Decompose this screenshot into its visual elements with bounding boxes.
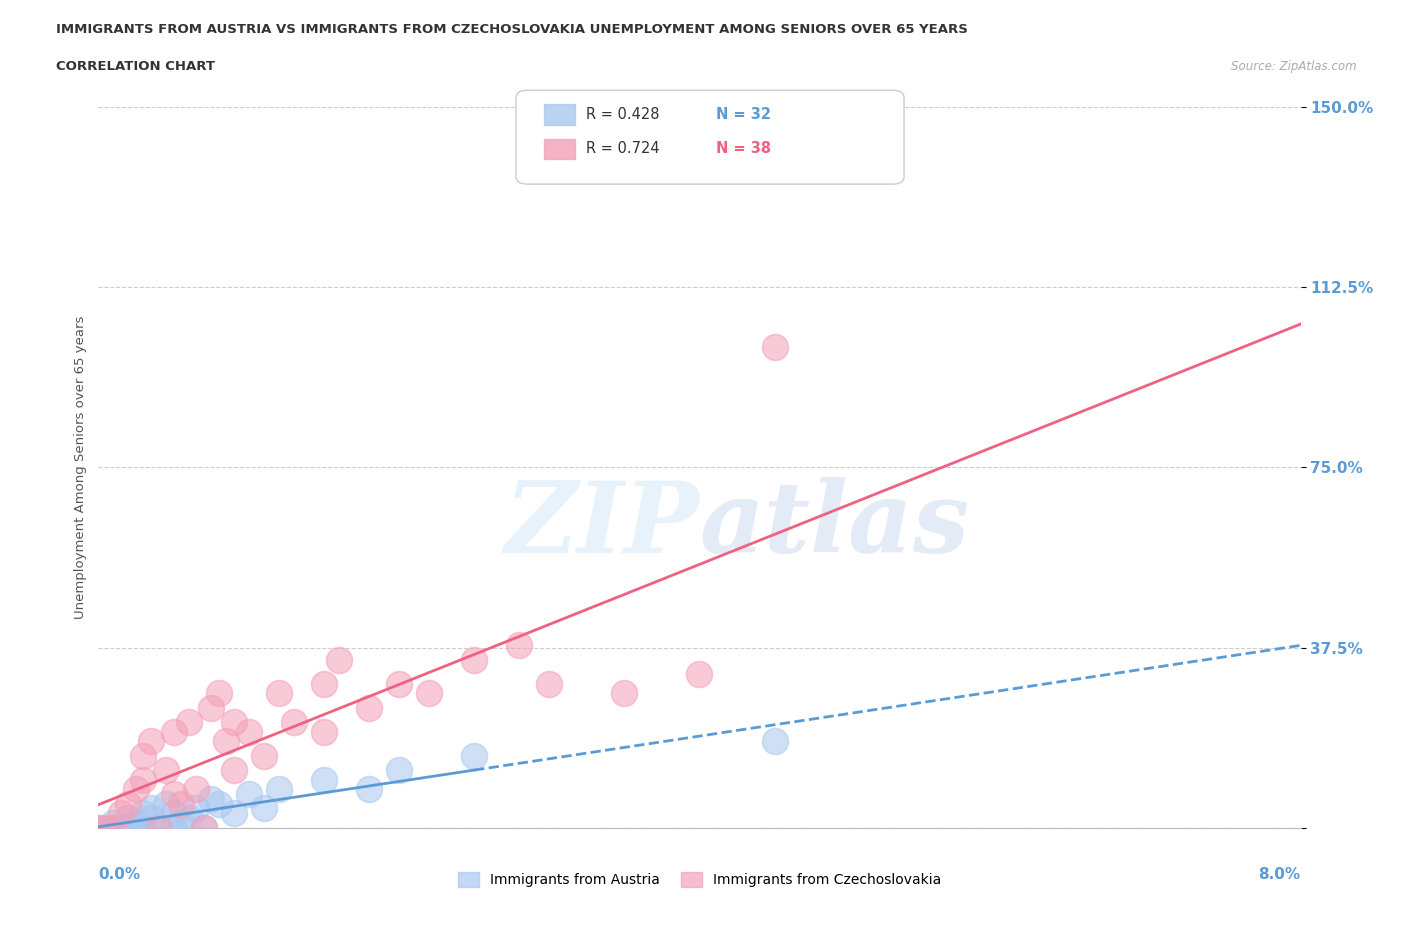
Point: [238, 724, 260, 739]
Point: [87, 820, 110, 835]
Point: [170, 816, 193, 830]
Point: [388, 763, 411, 777]
Point: [125, 820, 148, 835]
Point: [763, 339, 786, 354]
Point: [155, 763, 177, 777]
Text: CORRELATION CHART: CORRELATION CHART: [56, 60, 215, 73]
Point: [148, 820, 170, 835]
Point: [117, 796, 139, 811]
Point: [208, 796, 231, 811]
Point: [418, 685, 440, 700]
Point: [103, 816, 125, 830]
Point: [267, 782, 290, 797]
Point: [222, 763, 245, 777]
Point: [200, 700, 222, 715]
Point: [117, 811, 139, 826]
Point: [177, 811, 200, 826]
Point: [267, 685, 290, 700]
Point: [170, 796, 193, 811]
Text: R = 0.724: R = 0.724: [586, 141, 659, 156]
Point: [208, 685, 231, 700]
Text: atlas: atlas: [699, 477, 970, 573]
Text: 8.0%: 8.0%: [1258, 868, 1301, 883]
Point: [177, 714, 200, 729]
Point: [87, 820, 110, 835]
Text: N = 32: N = 32: [716, 107, 770, 122]
Point: [200, 791, 222, 806]
Legend: Immigrants from Austria, Immigrants from Czechoslovakia: Immigrants from Austria, Immigrants from…: [453, 867, 946, 893]
Point: [312, 724, 335, 739]
Point: [613, 685, 636, 700]
Point: [132, 820, 155, 835]
Point: [162, 787, 184, 802]
Text: N = 38: N = 38: [716, 141, 770, 156]
Point: [132, 772, 155, 787]
Point: [125, 816, 148, 830]
Text: ZIP: ZIP: [505, 477, 699, 573]
Point: [253, 748, 276, 763]
Point: [312, 676, 335, 691]
Point: [463, 652, 485, 667]
Point: [103, 820, 125, 835]
Point: [132, 805, 155, 821]
Point: [538, 676, 561, 691]
Point: [215, 734, 238, 749]
Point: [162, 805, 184, 821]
Point: [139, 811, 162, 826]
Point: [328, 652, 350, 667]
Point: [222, 714, 245, 729]
Point: [117, 820, 139, 835]
Point: [139, 801, 162, 816]
Point: [193, 820, 215, 835]
Point: [357, 782, 380, 797]
Point: [103, 820, 125, 835]
Point: [162, 820, 184, 835]
Y-axis label: Unemployment Among Seniors over 65 years: Unemployment Among Seniors over 65 years: [75, 315, 87, 619]
Point: [162, 724, 184, 739]
Point: [110, 820, 132, 835]
Text: 0.0%: 0.0%: [98, 868, 141, 883]
Point: [238, 787, 260, 802]
Point: [312, 772, 335, 787]
Text: IMMIGRANTS FROM AUSTRIA VS IMMIGRANTS FROM CZECHOSLOVAKIA UNEMPLOYMENT AMONG SEN: IMMIGRANTS FROM AUSTRIA VS IMMIGRANTS FR…: [56, 23, 969, 36]
Point: [253, 801, 276, 816]
Point: [155, 796, 177, 811]
Point: [508, 638, 530, 653]
Point: [148, 820, 170, 835]
Point: [463, 748, 485, 763]
Point: [94, 820, 117, 835]
Point: [184, 782, 207, 797]
Point: [357, 700, 380, 715]
Point: [688, 667, 710, 682]
Point: [388, 676, 411, 691]
Point: [222, 805, 245, 821]
Point: [110, 805, 132, 821]
Point: [125, 782, 148, 797]
Point: [283, 714, 305, 729]
Point: [132, 748, 155, 763]
Text: R = 0.428: R = 0.428: [586, 107, 659, 122]
Point: [193, 820, 215, 835]
Point: [139, 734, 162, 749]
Point: [763, 734, 786, 749]
Point: [94, 820, 117, 835]
Point: [184, 801, 207, 816]
Text: Source: ZipAtlas.com: Source: ZipAtlas.com: [1232, 60, 1357, 73]
